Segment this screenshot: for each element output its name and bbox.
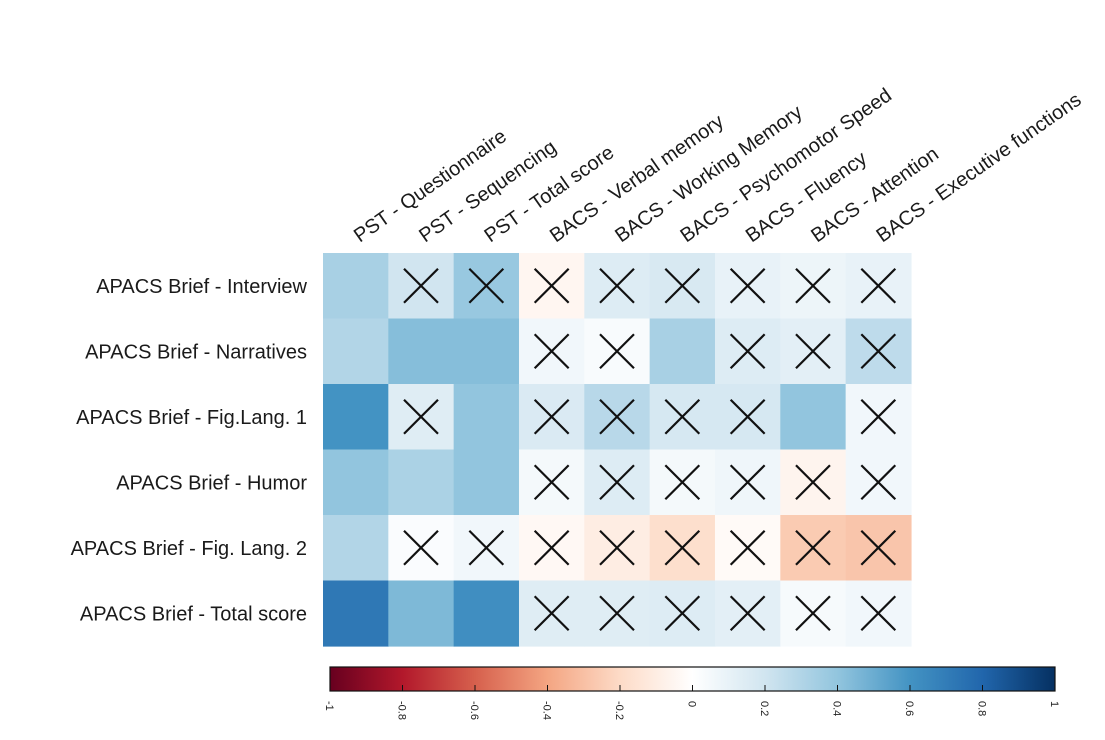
cross-mark (599, 267, 635, 304)
heatmap-cell (453, 318, 520, 385)
cross-mark (664, 398, 701, 435)
colorbar-tick-label: 0.4 (831, 701, 843, 716)
cross-mark (533, 267, 570, 304)
cross-mark (533, 398, 570, 435)
colorbar-tick-label: -0.4 (541, 701, 553, 720)
cross-mark (795, 529, 831, 566)
cross-mark (795, 267, 831, 304)
cross-mark (533, 464, 570, 501)
heatmap-cell (388, 580, 455, 647)
row-label: APACS Brief - Interview (96, 276, 307, 298)
cross-mark (729, 398, 766, 435)
heatmap-cell (453, 580, 520, 647)
cross-mark (795, 595, 831, 632)
cross-mark (403, 267, 439, 304)
nonsignificant-markers (403, 267, 897, 632)
colorbar-tick-label: 0.2 (758, 701, 770, 716)
cross-mark (533, 529, 570, 566)
cross-mark (468, 529, 505, 566)
heatmap-cell (780, 384, 847, 451)
row-label: APACS Brief - Fig.Lang. 1 (76, 407, 307, 429)
cross-mark (860, 464, 897, 501)
cross-mark (729, 267, 766, 304)
cross-mark (664, 267, 701, 304)
cross-mark (860, 267, 897, 304)
colorbar-tick-label: 0.6 (903, 701, 915, 716)
cross-mark (599, 464, 635, 501)
row-label: APACS Brief - Total score (80, 603, 307, 625)
cross-mark (729, 529, 766, 566)
colorbar-tick-label: -0.6 (468, 701, 480, 720)
colorbar-tick-label: -1 (323, 701, 335, 711)
heatmap-cell (453, 449, 520, 516)
heatmap-cell (388, 318, 455, 385)
row-label: APACS Brief - Humor (116, 472, 307, 494)
cross-mark (729, 595, 766, 632)
cross-mark (860, 595, 897, 632)
colorbar-tick-label: -0.2 (613, 701, 625, 720)
cross-mark (729, 333, 766, 370)
cross-mark (403, 529, 439, 566)
cross-mark (599, 529, 635, 566)
heatmap-cell (323, 318, 389, 385)
row-labels: APACS Brief - Interview APACS Brief - Nar… (71, 276, 308, 626)
cross-mark (860, 529, 897, 566)
cross-mark (533, 595, 570, 632)
heatmap-cell (388, 449, 455, 516)
row-label: APACS Brief - Fig. Lang. 2 (71, 538, 307, 560)
heatmap-cell (453, 384, 520, 451)
cross-mark (860, 398, 897, 435)
colorbar-tick-label: -0.8 (396, 701, 408, 720)
cross-mark (795, 333, 831, 370)
colorbar-tick-label: 1 (1048, 701, 1060, 707)
heatmap-cell (323, 515, 389, 582)
cross-mark (599, 595, 635, 632)
cross-mark (795, 464, 831, 501)
heatmap-cell (323, 253, 389, 320)
heatmap-cell (323, 449, 389, 516)
colorbar-tick-label: 0.8 (976, 701, 988, 716)
cross-mark (468, 267, 505, 304)
cross-mark (729, 464, 766, 501)
heatmap-cell (649, 318, 716, 385)
colorbar-tick-label: 0 (686, 701, 698, 707)
cross-mark (599, 333, 635, 370)
heatmap-cells (323, 253, 912, 647)
cross-mark (403, 398, 439, 435)
heatmap-cell (323, 580, 389, 647)
heatmap-cell (323, 384, 389, 451)
cross-mark (664, 464, 701, 501)
cross-mark (664, 595, 701, 632)
cross-mark (664, 529, 701, 566)
cross-mark (599, 398, 635, 435)
cross-mark (533, 333, 570, 370)
row-label: APACS Brief - Narratives (85, 341, 307, 363)
colorbar: -1 -0.8 -0.6 -0.4 -0.2 0 0.2 0.4 0.6 0.8 1 (323, 666, 1060, 720)
cross-mark (860, 333, 897, 370)
